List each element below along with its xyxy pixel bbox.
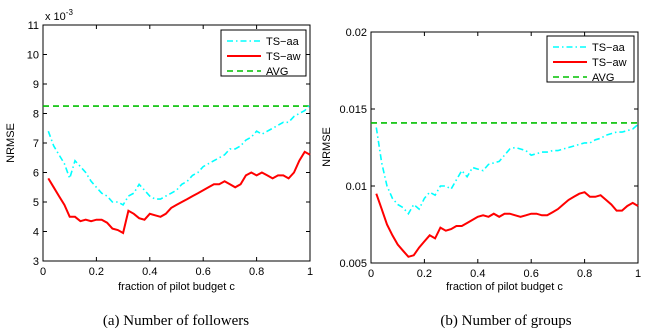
x-tick-label: 0.4 xyxy=(470,268,485,280)
series-line-ts-aw xyxy=(47,150,311,235)
x-tick-label: 0.6 xyxy=(524,268,539,280)
axes: 0 0.2 0.4 0.6 0.8 1 3 4 5 6 7 8 9 10 11 xyxy=(27,20,313,278)
y-tick-label: 8 xyxy=(33,109,39,121)
x-tick-label: 1 xyxy=(307,266,313,278)
y-tick-label: 7 xyxy=(33,138,39,150)
legend-box xyxy=(546,35,635,83)
caption: (b) Number of groups xyxy=(440,313,571,329)
legend-label: TS−aw xyxy=(266,51,301,63)
y-axis-label: NRMSE xyxy=(321,127,333,167)
y-multiplier-exponent: -3 xyxy=(66,8,74,17)
x-tick-label: 0.2 xyxy=(89,266,104,278)
legend: TS−aa TS−aw AVG xyxy=(220,29,307,78)
legend-label: TS−aw xyxy=(592,57,627,69)
legend-label: AVG xyxy=(266,66,288,78)
y-tick-label: 9 xyxy=(33,79,39,91)
y-tick-label: 6 xyxy=(33,168,39,180)
legend-label: TS−aa xyxy=(266,36,300,48)
series-group xyxy=(43,104,311,235)
axes: 0 0.2 0.4 0.6 0.8 1 0.005 0.01 0.015 0.02 xyxy=(339,27,641,280)
x-tick-label: 0.8 xyxy=(249,266,264,278)
y-tick-label: 4 xyxy=(33,227,39,239)
x-tick-label: 1 xyxy=(635,268,641,280)
y-tick-label: 0.005 xyxy=(339,258,367,270)
legend: TS−aa TS−aw AVG xyxy=(546,35,635,84)
series-line-ts-aw xyxy=(375,191,639,258)
series-line-ts-aa xyxy=(375,123,639,216)
x-tick-label: 0.2 xyxy=(417,268,432,280)
y-tick-label: 0.015 xyxy=(339,104,367,116)
y-tick-label: 5 xyxy=(33,197,39,209)
y-tick-label: 11 xyxy=(28,20,39,32)
series-group xyxy=(371,122,639,258)
legend-label: TS−aa xyxy=(592,42,626,54)
series-line-ts-aa xyxy=(47,104,311,206)
y-multiplier-base: x 10 xyxy=(45,11,66,23)
x-tick-label: 0.8 xyxy=(577,268,592,280)
legend-label: AVG xyxy=(592,72,614,84)
x-tick-label: 0.6 xyxy=(196,266,211,278)
y-tick-label: 0.02 xyxy=(346,27,367,39)
legend-box xyxy=(220,29,307,77)
y-tick-label: 3 xyxy=(33,256,39,268)
y-tick-label: 10 xyxy=(27,50,39,62)
x-tick-label: 0 xyxy=(40,266,46,278)
x-tick-label: 0 xyxy=(368,268,374,280)
x-axis-label: fraction of pilot budget c xyxy=(118,281,235,293)
caption: (a) Number of followers xyxy=(103,313,249,329)
y-multiplier: x 10-3 xyxy=(45,8,73,23)
y-tick-label: 0.01 xyxy=(346,181,367,193)
x-axis-label: fraction of pilot budget c xyxy=(446,281,563,293)
x-tick-label: 0.4 xyxy=(142,266,157,278)
y-axis-label: NRMSE xyxy=(5,123,17,163)
